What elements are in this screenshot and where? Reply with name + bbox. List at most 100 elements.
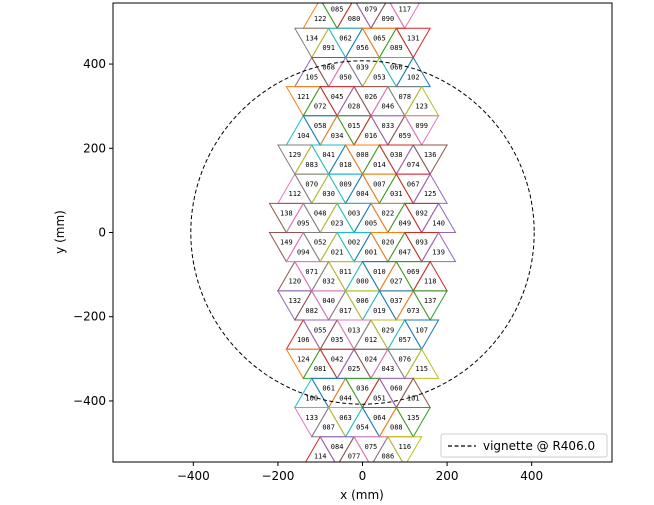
tile-outline — [403, 85, 440, 117]
tile-outline — [336, 319, 372, 351]
tile-label: 105 — [305, 73, 318, 81]
tile-label: 132 — [289, 297, 302, 305]
tile: 000 — [344, 260, 381, 292]
tile: 009 — [327, 173, 364, 205]
tile-label: 131 — [407, 35, 420, 43]
tile-outline — [387, 202, 423, 233]
tile-label: 125 — [424, 190, 437, 198]
tile-outline — [344, 144, 381, 176]
tile-label: 106 — [297, 336, 310, 344]
tile: 095 — [285, 202, 322, 233]
tile-outline — [303, 466, 337, 495]
tile-outline — [344, 406, 381, 438]
tile-outline — [412, 290, 448, 322]
tile: 139 — [420, 231, 457, 263]
tile-label: 056 — [356, 44, 369, 52]
tile-outline — [327, 289, 364, 321]
tile-label: 133 — [305, 414, 318, 422]
tile-outline — [293, 289, 330, 321]
tile-outline — [379, 495, 413, 505]
tile-outline — [293, 56, 330, 88]
tile-outline — [395, 377, 432, 409]
tile-outline — [344, 260, 381, 292]
tile-outline — [361, 407, 398, 438]
tile: 032 — [310, 260, 347, 292]
tile-label: 013 — [348, 326, 361, 334]
y-tick-label: 0 — [98, 226, 106, 240]
tile-label: 015 — [348, 122, 361, 130]
tile: 101 — [395, 377, 432, 409]
tile-outline — [302, 348, 338, 379]
tile-outline — [285, 231, 322, 263]
tile-outline — [327, 143, 364, 175]
tile-label: 044 — [339, 394, 352, 402]
tile-label: 066 — [390, 64, 403, 72]
tile-label: 137 — [424, 297, 437, 305]
tile-label: 091 — [322, 44, 335, 52]
tile: 078 — [387, 86, 423, 117]
tile-outline — [403, 202, 440, 234]
tile-outline — [336, 348, 372, 379]
tile-outline — [310, 173, 347, 204]
tile-outline — [310, 27, 347, 58]
tile-label: 006 — [356, 297, 369, 305]
tile: 046 — [370, 85, 406, 117]
tile: 061 — [310, 377, 347, 409]
tile: 094 — [285, 231, 322, 263]
tile: 088 — [378, 406, 415, 438]
tile-label: 018 — [339, 161, 352, 169]
tile-outline — [319, 348, 355, 380]
tile: 008 — [344, 144, 381, 176]
tile-outline — [285, 319, 322, 350]
tile-label: 115 — [415, 365, 428, 373]
tile-label: 061 — [322, 385, 335, 393]
tile: 065 — [361, 27, 398, 59]
tile: 023 — [319, 202, 355, 233]
tile-label: 119 — [382, 472, 395, 480]
tile-label: 002 — [348, 239, 361, 247]
tile: 018 — [327, 143, 364, 175]
tile-outline — [370, 319, 406, 351]
tile-outline — [319, 114, 355, 146]
tile: 048 — [302, 202, 338, 234]
tile: 012 — [353, 319, 389, 350]
tile-label: 079 — [365, 5, 378, 13]
tile-label: 067 — [407, 180, 420, 188]
tile-outline — [387, 231, 423, 263]
tile: 042 — [319, 348, 355, 380]
tile: 137 — [412, 290, 448, 322]
tile-outline — [302, 202, 338, 234]
tile-label: 039 — [356, 64, 369, 72]
tile-outline — [336, 232, 372, 263]
tile-label: 000 — [356, 278, 369, 286]
tile-outline — [293, 407, 330, 438]
tile-outline — [327, 407, 364, 438]
tile: 021 — [319, 231, 355, 263]
tile: 069 — [395, 261, 432, 292]
tile-outline — [378, 406, 415, 438]
tile-label: 035 — [331, 336, 344, 344]
tile-outline — [268, 202, 305, 234]
tile: 002 — [336, 232, 372, 263]
tile-label: 129 — [289, 151, 302, 159]
tile-label: 007 — [373, 180, 386, 188]
tile-label: 028 — [348, 103, 361, 111]
x-tick-label: −400 — [177, 469, 210, 483]
tile-outline — [420, 202, 457, 233]
tile-label: 083 — [305, 161, 318, 169]
vignette-circle — [190, 60, 535, 405]
tile: 026 — [353, 86, 389, 117]
tile-outline — [353, 319, 389, 350]
x-tick-label: 0 — [359, 469, 367, 483]
tile-label: 042 — [331, 355, 344, 363]
tile: 106 — [285, 319, 322, 350]
tile: 120 — [277, 260, 313, 292]
tile: 070 — [293, 173, 330, 205]
tile-label: 077 — [348, 453, 361, 461]
tile-label: 046 — [382, 103, 395, 111]
tile-label: 011 — [339, 268, 352, 276]
tile: 107 — [403, 319, 440, 351]
tile-label: 140 — [432, 219, 445, 227]
tile: 034 — [319, 114, 355, 146]
